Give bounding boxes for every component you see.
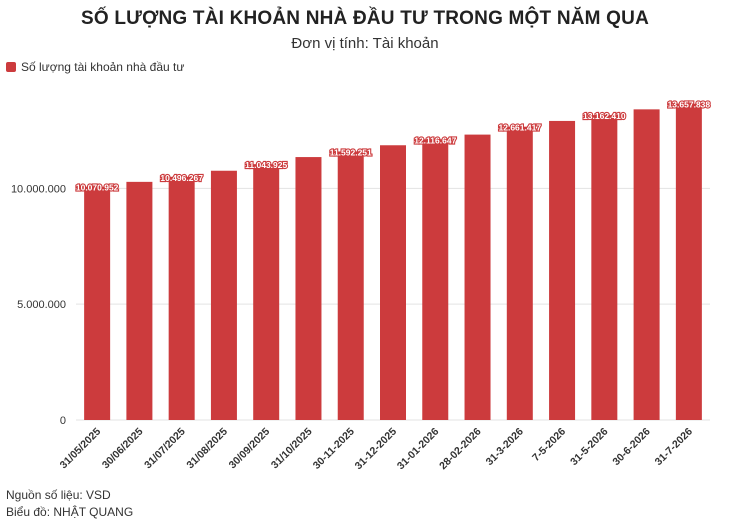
- bar: [295, 157, 322, 420]
- bar: [337, 151, 364, 420]
- chart-subtitle: Đơn vị tính: Tài khoản: [291, 35, 439, 52]
- bar: [675, 103, 702, 420]
- y-tick-label: 5.000.000: [17, 299, 66, 311]
- bar: [168, 176, 195, 420]
- data-label: 12.661.417: [499, 123, 542, 133]
- bar: [210, 170, 237, 420]
- bar: [126, 181, 153, 420]
- bar: [633, 109, 660, 421]
- data-label: 11.043.925: [245, 160, 287, 170]
- x-tick-label: 7-5-2026: [530, 426, 568, 464]
- x-tick-label: 31-7-2026: [653, 426, 695, 468]
- data-label: 11.592.251: [330, 147, 372, 157]
- bar: [253, 164, 280, 420]
- bar: [422, 139, 449, 421]
- x-tick-label: 31/08/2025: [184, 426, 230, 472]
- data-label: 12.116.647: [414, 135, 456, 145]
- x-tick-label: 31-01-2026: [395, 426, 442, 473]
- chart-title: SỐ LƯỢNG TÀI KHOẢN NHÀ ĐẦU TƯ TRONG MỘT …: [81, 8, 649, 29]
- source-note: Nguồn số liệu: VSD: [6, 488, 111, 502]
- x-tick-label: 30/06/2025: [100, 426, 146, 472]
- data-label: 10.496.267: [160, 173, 203, 183]
- y-tick-label: 0: [60, 415, 66, 427]
- bar: [464, 134, 491, 420]
- x-tick-label: 31/10/2025: [269, 426, 315, 472]
- legend-label: Số lượng tài khoản nhà đầu tư: [21, 60, 185, 74]
- x-tick-label: 30-6-2026: [610, 426, 652, 468]
- x-tick-label: 31-12-2025: [353, 426, 400, 473]
- x-tick-label: 30-11-2025: [311, 426, 357, 472]
- author-note: Biểu đồ: NHẬT QUANG: [6, 505, 134, 519]
- x-tick-label: 31-3-2026: [484, 426, 526, 468]
- x-tick-label: 28-02-2026: [437, 426, 484, 473]
- bar: [84, 186, 111, 420]
- x-tick-label: 31/07/2025: [142, 426, 188, 472]
- bar: [549, 120, 576, 421]
- x-tick-label: 31/05/2025: [58, 426, 104, 472]
- legend: Số lượng tài khoản nhà đầu tư: [6, 60, 184, 74]
- bar: [506, 126, 533, 420]
- data-label: 10.070.952: [76, 183, 119, 193]
- x-tick-label: 30/09/2025: [227, 426, 273, 472]
- data-label: 13.657.838: [668, 100, 711, 110]
- bar-chart: 0 5.000.000 10.000.000 10.070.952 31/05/2025…: [11, 99, 712, 473]
- data-label: 13.162.410: [583, 111, 626, 121]
- bar: [591, 115, 618, 421]
- bar: [380, 145, 406, 420]
- y-tick-label: 10.000.000: [11, 183, 66, 195]
- legend-swatch: [6, 62, 16, 72]
- x-tick-label: 31-5-2026: [568, 426, 610, 468]
